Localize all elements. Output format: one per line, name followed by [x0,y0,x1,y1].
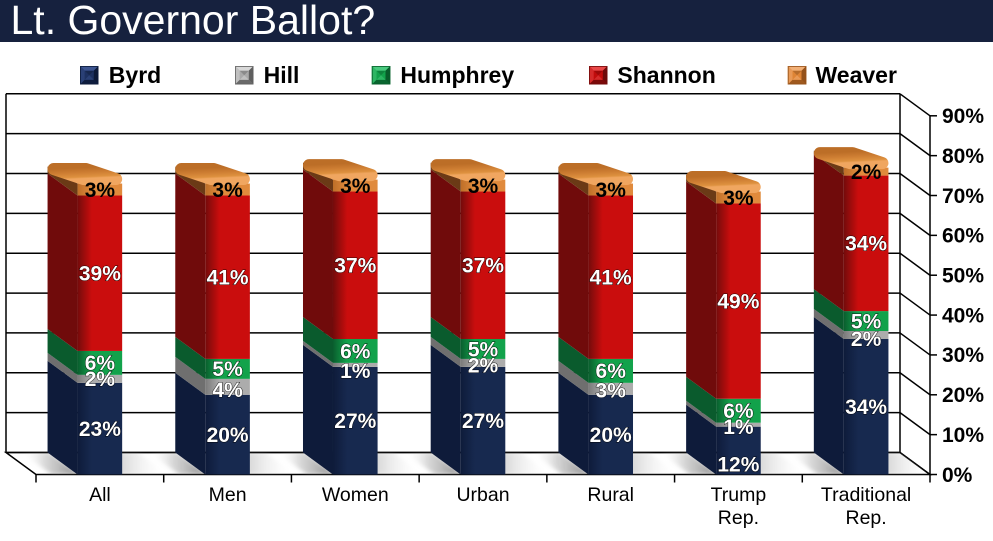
svg-text:Women: Women [322,484,389,506]
svg-text:49%: 49% [717,290,759,313]
svg-text:Humphrey: Humphrey [400,62,514,88]
svg-text:2%: 2% [468,354,499,377]
svg-text:Hill: Hill [264,62,300,88]
svg-text:50%: 50% [942,265,984,288]
svg-text:Rep.: Rep. [718,507,759,529]
svg-text:3%: 3% [596,379,627,402]
svg-text:3%: 3% [596,179,627,202]
svg-text:20%: 20% [942,384,984,407]
svg-text:6%: 6% [596,360,627,383]
svg-text:Byrd: Byrd [109,62,161,88]
svg-text:23%: 23% [79,418,121,441]
svg-text:Men: Men [209,484,247,506]
svg-text:Weaver: Weaver [816,62,897,88]
svg-text:Rural: Rural [587,484,634,506]
svg-text:3%: 3% [723,187,754,210]
svg-text:3%: 3% [212,179,243,202]
svg-text:39%: 39% [79,263,121,286]
svg-text:6%: 6% [340,340,371,363]
svg-text:60%: 60% [942,225,984,248]
svg-text:Rep.: Rep. [845,507,886,529]
svg-text:2%: 2% [85,368,116,391]
svg-text:41%: 41% [207,267,249,290]
svg-text:3%: 3% [340,175,371,198]
svg-text:2%: 2% [851,328,882,351]
svg-text:80%: 80% [942,145,984,168]
svg-text:4%: 4% [212,379,243,402]
svg-text:40%: 40% [942,304,984,327]
svg-text:30%: 30% [942,344,984,367]
svg-text:6%: 6% [85,352,116,375]
svg-text:34%: 34% [845,233,887,256]
svg-text:Lt. Governor Ballot?: Lt. Governor Ballot? [11,0,376,43]
svg-text:34%: 34% [845,396,887,419]
svg-text:90%: 90% [942,105,984,128]
svg-text:41%: 41% [590,267,632,290]
svg-text:70%: 70% [942,185,984,208]
svg-text:Shannon: Shannon [617,62,715,88]
svg-text:6%: 6% [723,400,754,423]
svg-text:3%: 3% [468,175,499,198]
svg-text:37%: 37% [334,255,376,278]
svg-text:Traditional: Traditional [821,484,911,506]
svg-text:2%: 2% [851,161,882,184]
svg-text:5%: 5% [851,310,882,333]
svg-text:5%: 5% [468,338,499,361]
svg-text:1%: 1% [340,360,371,383]
svg-text:5%: 5% [212,358,243,381]
svg-text:Trump: Trump [711,484,767,506]
svg-text:20%: 20% [207,424,249,447]
svg-text:37%: 37% [462,255,504,278]
svg-text:12%: 12% [717,453,759,476]
svg-text:3%: 3% [85,179,116,202]
svg-text:27%: 27% [462,410,504,433]
svg-text:20%: 20% [590,424,632,447]
svg-text:0%: 0% [942,464,973,487]
svg-text:27%: 27% [334,410,376,433]
svg-text:All: All [89,484,111,506]
svg-text:Urban: Urban [456,484,509,506]
svg-text:10%: 10% [942,424,984,447]
svg-text:1%: 1% [723,416,754,439]
